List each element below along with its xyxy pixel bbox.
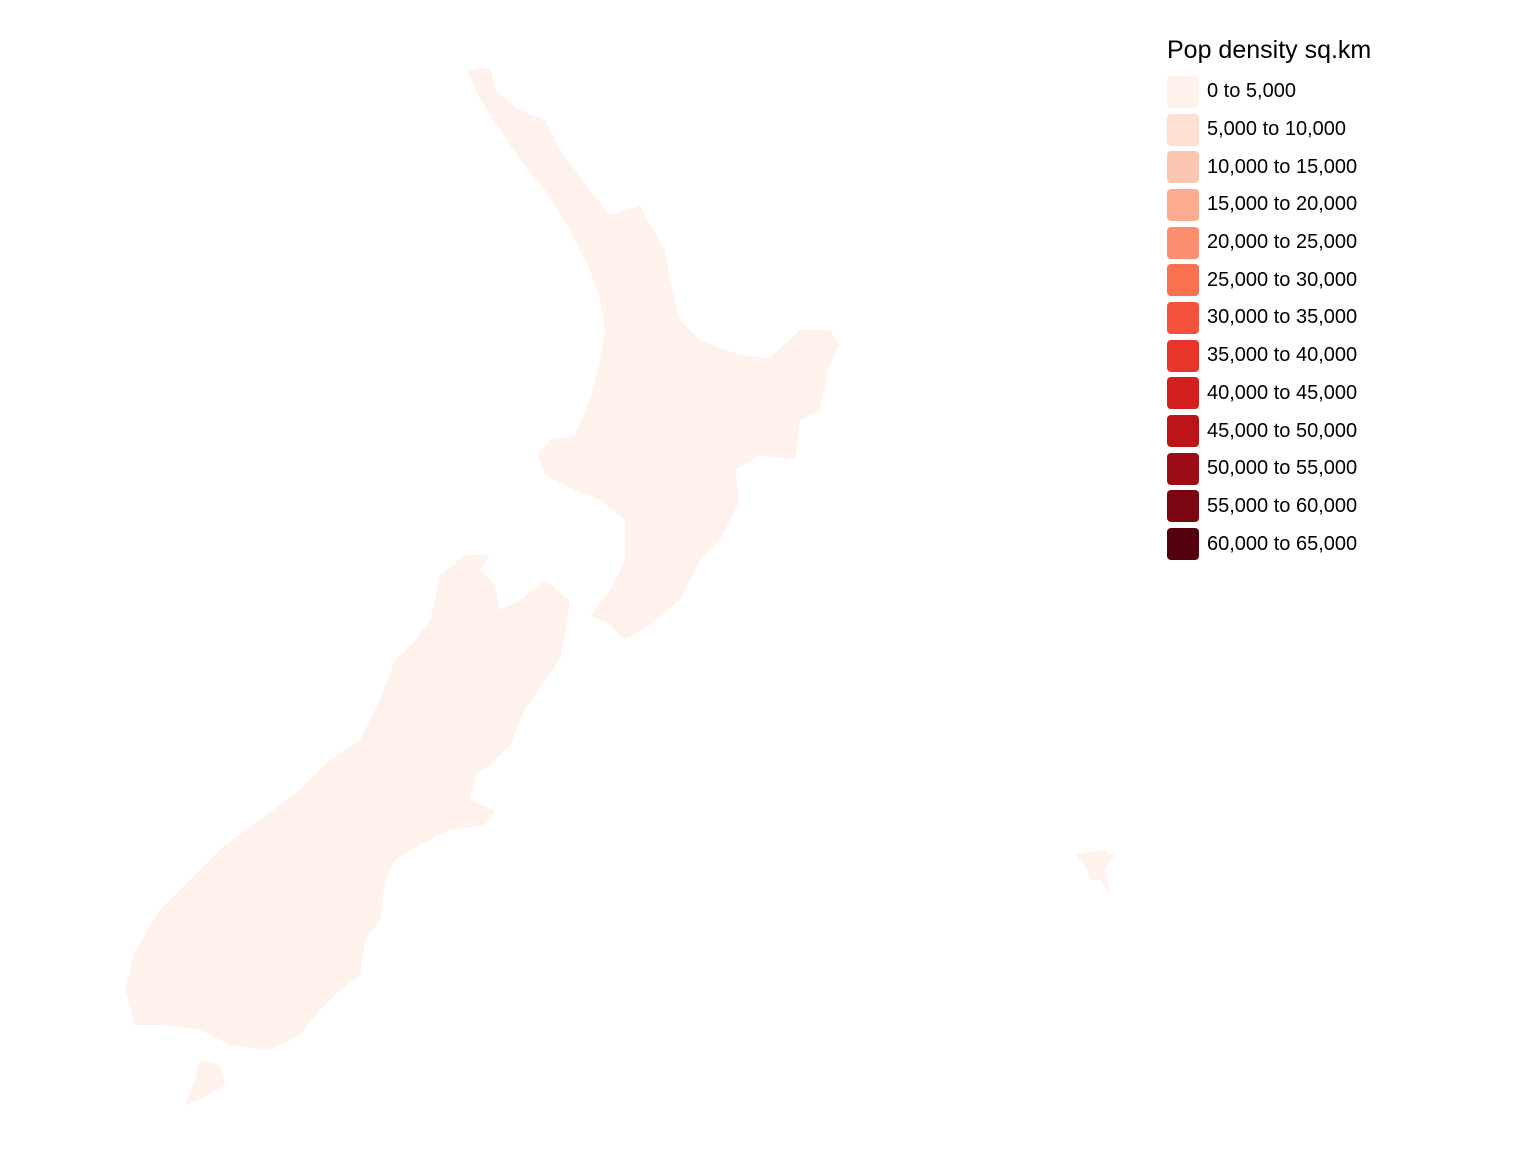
legend: Pop density sq.km 0 to 5,000 5,000 to 10,… <box>1167 36 1371 563</box>
legend-swatch <box>1167 339 1199 372</box>
legend-swatch <box>1167 415 1199 448</box>
legend-item: 15,000 to 20,000 <box>1167 186 1371 224</box>
legend-swatch <box>1167 528 1199 561</box>
legend-item: 5,000 to 10,000 <box>1167 111 1371 149</box>
legend-label: 20,000 to 25,000 <box>1207 231 1358 254</box>
legend-title: Pop density sq.km <box>1167 36 1372 64</box>
legend-swatch <box>1167 75 1199 108</box>
legend-item: 55,000 to 60,000 <box>1167 488 1371 526</box>
legend-item: 50,000 to 55,000 <box>1167 450 1371 488</box>
legend-label: 25,000 to 30,000 <box>1207 268 1358 291</box>
legend-swatch <box>1167 113 1199 146</box>
legend-label: 10,000 to 15,000 <box>1207 155 1358 178</box>
legend-label: 55,000 to 60,000 <box>1207 494 1358 517</box>
region-chatham-islands <box>1075 850 1115 895</box>
region-south-island <box>125 555 570 1050</box>
legend-label: 30,000 to 35,000 <box>1207 306 1358 329</box>
legend-item: 20,000 to 25,000 <box>1167 224 1371 262</box>
legend-swatch <box>1167 264 1199 297</box>
legend-item: 30,000 to 35,000 <box>1167 299 1371 337</box>
legend-swatch <box>1167 490 1199 523</box>
legend-label: 0 to 5,000 <box>1207 80 1296 103</box>
legend-label: 40,000 to 45,000 <box>1207 381 1358 404</box>
legend-label: 50,000 to 55,000 <box>1207 457 1358 480</box>
legend-label: 15,000 to 20,000 <box>1207 193 1358 216</box>
legend-swatch <box>1167 301 1199 334</box>
legend-swatch <box>1167 377 1199 410</box>
legend-swatch <box>1167 188 1199 221</box>
legend-item: 10,000 to 15,000 <box>1167 148 1371 186</box>
legend-item: 45,000 to 50,000 <box>1167 412 1371 450</box>
legend-swatch <box>1167 226 1199 259</box>
legend-item: 0 to 5,000 <box>1167 73 1371 111</box>
legend-label: 60,000 to 65,000 <box>1207 532 1358 555</box>
legend-label: 35,000 to 40,000 <box>1207 344 1358 367</box>
legend-swatch <box>1167 452 1199 485</box>
region-stewart-island <box>185 1060 225 1105</box>
region-north-island <box>467 68 840 640</box>
legend-item: 35,000 to 40,000 <box>1167 337 1371 375</box>
legend-label: 5,000 to 10,000 <box>1207 118 1347 141</box>
legend-item: 25,000 to 30,000 <box>1167 261 1371 299</box>
legend-item: 60,000 to 65,000 <box>1167 525 1371 563</box>
legend-label: 45,000 to 50,000 <box>1207 419 1358 442</box>
legend-item: 40,000 to 45,000 <box>1167 375 1371 413</box>
legend-swatch <box>1167 151 1199 184</box>
